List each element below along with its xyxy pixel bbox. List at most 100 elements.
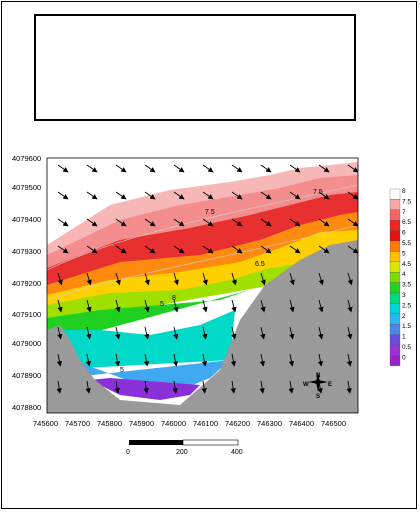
vector-arrow <box>347 245 358 254</box>
vector-arrow <box>56 380 62 394</box>
vector-arrow <box>115 299 121 313</box>
band-cyan <box>47 310 235 370</box>
legend-swatch <box>389 220 401 231</box>
compass-north: N <box>316 373 320 379</box>
vector-arrow <box>202 191 214 200</box>
y-tick-label: 4079600 <box>12 154 41 163</box>
vector-arrow <box>115 326 121 340</box>
vector-arrow <box>85 380 91 394</box>
vector-arrow <box>231 164 243 173</box>
vector-arrow <box>318 326 324 340</box>
legend-label: 4.5 <box>402 261 411 268</box>
legend-label: 8 <box>402 188 406 195</box>
vector-arrow <box>202 245 214 254</box>
vector-arrow <box>86 245 98 254</box>
legend-swatch <box>389 355 401 366</box>
y-axis: 4079600 4079500 4079400 4079300 4079200 … <box>12 154 41 412</box>
vector-arrow <box>86 218 98 227</box>
vector-arrow <box>231 326 237 340</box>
vector-arrow <box>289 218 301 227</box>
contour-label: 6.5 <box>255 261 265 268</box>
legend-swatch <box>389 230 401 242</box>
vector-arrow <box>230 353 237 367</box>
legend-label: 5.5 <box>402 240 411 247</box>
compass-south: S <box>316 394 320 400</box>
vector-arrow <box>57 218 69 227</box>
x-tick-label: 745600 <box>33 419 58 428</box>
vector-arrow <box>115 218 127 227</box>
contour-label: 8 <box>172 295 176 302</box>
vector-arrow <box>172 380 178 394</box>
vector-arrow <box>347 191 358 200</box>
vector-arrow <box>144 164 156 173</box>
x-tick-label: 745700 <box>65 419 90 428</box>
vector-arrow <box>85 353 92 367</box>
vector-arrow <box>144 272 150 286</box>
legend-swatch <box>389 334 401 346</box>
x-tick-label: 746500 <box>321 419 346 428</box>
vector-arrow <box>86 299 92 313</box>
vector-arrow <box>173 191 185 200</box>
vector-arrow <box>144 245 156 254</box>
vector-arrow <box>259 380 265 394</box>
vector-arrow <box>231 272 237 286</box>
vector-arrow <box>57 272 63 286</box>
x-tick-label: 746400 <box>289 419 314 428</box>
land-area <box>47 240 358 413</box>
vector-arrow <box>115 245 127 254</box>
color-legend: 8 7.5 7 6.5 6 5.5 5 4.5 4 3.5 3 2.5 2 1.5 1 0.5 0 <box>389 188 411 366</box>
y-tick-label: 4078900 <box>12 371 41 380</box>
vector-arrow <box>231 245 243 254</box>
x-axis: 745600 745700 745800 745900 746000 74610… <box>33 419 346 428</box>
compass-rose: N S E W <box>303 372 332 400</box>
vector-arrow <box>202 326 208 340</box>
vector-arrow <box>143 353 150 367</box>
vector-arrow <box>289 272 295 286</box>
vector-arrow <box>114 353 121 367</box>
vector-arrow <box>346 380 352 394</box>
vector-arrow <box>318 272 324 286</box>
vector-arrow <box>231 191 243 200</box>
x-tick-label: 746200 <box>225 419 250 428</box>
plot-area: 7.5 6.5 5 5 8 7.5 <box>47 158 358 413</box>
legend-swatch <box>389 282 401 294</box>
contour-line <box>47 184 358 271</box>
vector-arrow <box>173 272 179 286</box>
contour-line <box>47 224 358 301</box>
vector-arrow <box>115 191 127 200</box>
legend-label: 1 <box>402 334 406 341</box>
scale-bar-segment <box>129 440 183 445</box>
vector-arrow <box>143 380 149 394</box>
legend-label: 5 <box>402 250 406 257</box>
legend-swatch <box>389 199 401 210</box>
legend-swatch <box>389 303 401 314</box>
legend-label: 1.5 <box>402 323 411 330</box>
legend-label: 0.5 <box>402 344 411 351</box>
vector-arrow <box>260 299 266 313</box>
vector-arrow <box>115 164 127 173</box>
contour-label: 5 <box>160 301 164 308</box>
y-tick-label: 4079000 <box>12 339 41 348</box>
vector-arrow <box>318 218 330 227</box>
legend-label: 0 <box>402 354 406 361</box>
vector-arrow <box>318 245 330 254</box>
vector-arrow <box>289 326 295 340</box>
legend-label: 3.5 <box>402 282 411 289</box>
scale-label: 400 <box>231 449 243 456</box>
vector-arrow <box>288 353 295 367</box>
vector-arrow <box>347 218 358 227</box>
contour-label: 7.5 <box>205 209 215 216</box>
x-tick-label: 745900 <box>129 419 154 428</box>
vector-arrow <box>260 164 272 173</box>
legend-label: 6.5 <box>402 219 411 226</box>
vector-arrow <box>288 380 294 394</box>
x-tick-label: 746100 <box>193 419 218 428</box>
vector-arrow <box>114 380 120 394</box>
vector-arrow <box>173 245 185 254</box>
vector-arrow <box>144 299 150 313</box>
legend-swatch <box>389 272 401 283</box>
scale-label: 200 <box>176 449 188 456</box>
vector-arrow <box>202 272 208 286</box>
legend-swatch <box>389 324 401 335</box>
